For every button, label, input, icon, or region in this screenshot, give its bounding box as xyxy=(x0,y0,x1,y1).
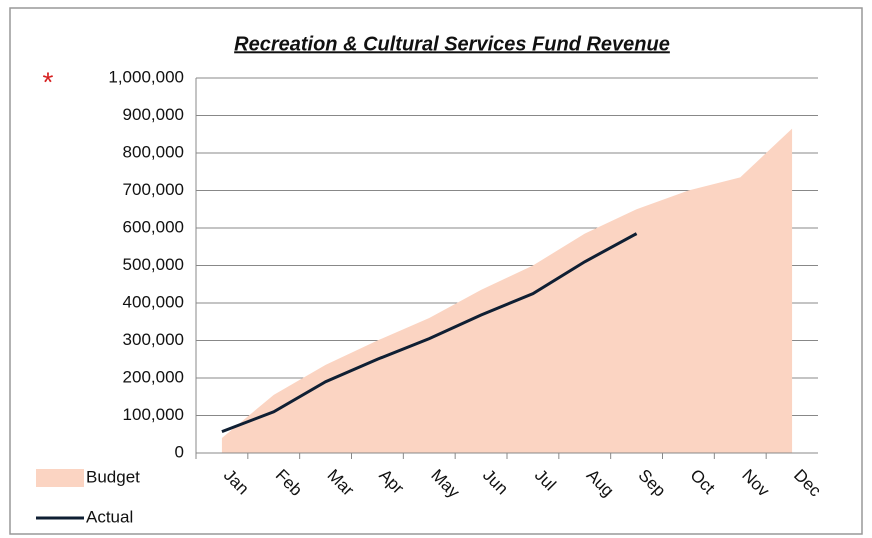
annotation: * xyxy=(43,66,54,97)
budget-area xyxy=(221,128,793,453)
actual-line xyxy=(221,232,638,434)
y-tick-label: 400,000 xyxy=(123,292,184,311)
y-tick-label: 500,000 xyxy=(123,255,184,274)
y-tick-label: 800,000 xyxy=(123,142,184,161)
y-tick-label: 300,000 xyxy=(123,330,184,349)
y-tick-label: 200,000 xyxy=(123,367,184,386)
y-tick-label: 600,000 xyxy=(123,217,184,236)
y-tick-label: 1,000,000 xyxy=(108,67,184,86)
chart-title: Recreation & Cultural Services Fund Reve… xyxy=(234,33,670,55)
y-tick-label: 700,000 xyxy=(123,180,184,199)
legend-label: Budget xyxy=(86,467,140,486)
legend-swatch xyxy=(36,469,84,487)
y-tick-label: 900,000 xyxy=(123,105,184,124)
y-tick-label: 0 xyxy=(175,442,184,461)
legend-label: Actual xyxy=(86,507,133,526)
y-tick-label: 100,000 xyxy=(123,405,184,424)
